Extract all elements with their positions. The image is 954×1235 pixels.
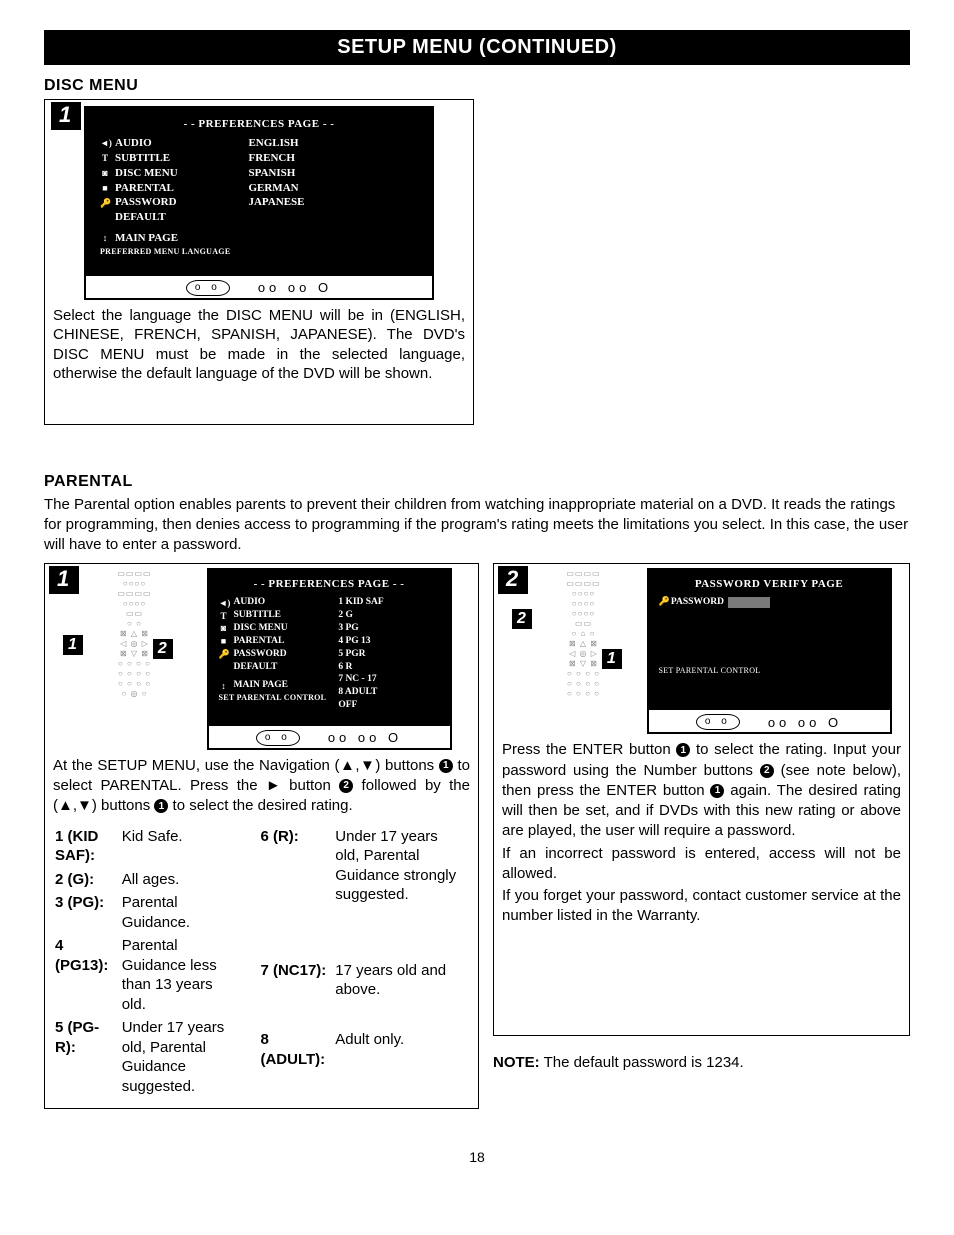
disc-menu-panel: 1 - - PREFERENCES PAGE - - ◄)AUDIO TSUBT… xyxy=(44,99,474,425)
header-band: SETUP MENU (CONTINUED) xyxy=(44,30,910,65)
step-badge: 1 xyxy=(49,566,79,594)
tv-mock-disc: - - PREFERENCES PAGE - - ◄)AUDIO TSUBTIT… xyxy=(84,106,434,300)
parental-step1-panel: 1 ▭▭▭▭○○○○▭▭▭▭○○○○ ▭▭○ ○ 1⊠ △ ⊠ ◁ ◎ ▷ 2 … xyxy=(44,563,479,1109)
remote-sketch: ▭▭▭▭▭▭▭▭ ○○○○ 2 ○○○○○○○○ ▭▭ ○ ⌂ ○ ⊠ △ ⊠ … xyxy=(536,568,631,699)
remote-sketch: ▭▭▭▭○○○○▭▭▭▭○○○○ ▭▭○ ○ 1⊠ △ ⊠ ◁ ◎ ▷ 2 ⊠ … xyxy=(87,568,182,699)
parental-heading: PARENTAL xyxy=(44,473,910,491)
ratings-list: 1 (KID SAF):Kid Safe. 2 (G):All ages. 3 … xyxy=(53,825,470,1101)
pref-menu-list: ◄)AUDIO TSUBTITLE ◙DISC MENU ■PARENTAL 🔑… xyxy=(100,136,230,258)
step2-text-c: If you forget your password, contact cus… xyxy=(502,886,901,927)
step2-text: Press the ENTER button 1 to select the r… xyxy=(502,740,901,841)
password-note: NOTE: The default password is 1234. xyxy=(493,1054,910,1071)
page-number: 18 xyxy=(44,1149,910,1165)
pref-options-list: ENGLISH FRENCH SPANISH GERMAN JAPANESE xyxy=(248,136,304,258)
disc-menu-heading: DISC MENU xyxy=(44,77,910,95)
step-badge-1: 1 xyxy=(51,102,81,130)
tv-mock-parental1: - - PREFERENCES PAGE - - ◄)AUDIO TSUBTIT… xyxy=(207,568,452,749)
tv-mock-parental2: PASSWORD VERIFY PAGE 🔑 PASSWORD SET PARE… xyxy=(647,568,892,734)
parental-step2-col: 2 ▭▭▭▭▭▭▭▭ ○○○○ 2 ○○○○○○○○ ▭▭ ○ ⌂ ○ ⊠ △ … xyxy=(493,563,910,1109)
step1-text: At the SETUP MENU, use the Navigation (▲… xyxy=(53,756,470,817)
disc-caption: Select the language the DISC MENU will b… xyxy=(45,300,473,424)
screen-title: - - PREFERENCES PAGE - - xyxy=(100,118,418,130)
step-badge: 2 xyxy=(498,566,528,594)
parental-intro: The Parental option enables parents to p… xyxy=(44,495,910,556)
step2-text-b: If an incorrect password is entered, acc… xyxy=(502,844,901,885)
